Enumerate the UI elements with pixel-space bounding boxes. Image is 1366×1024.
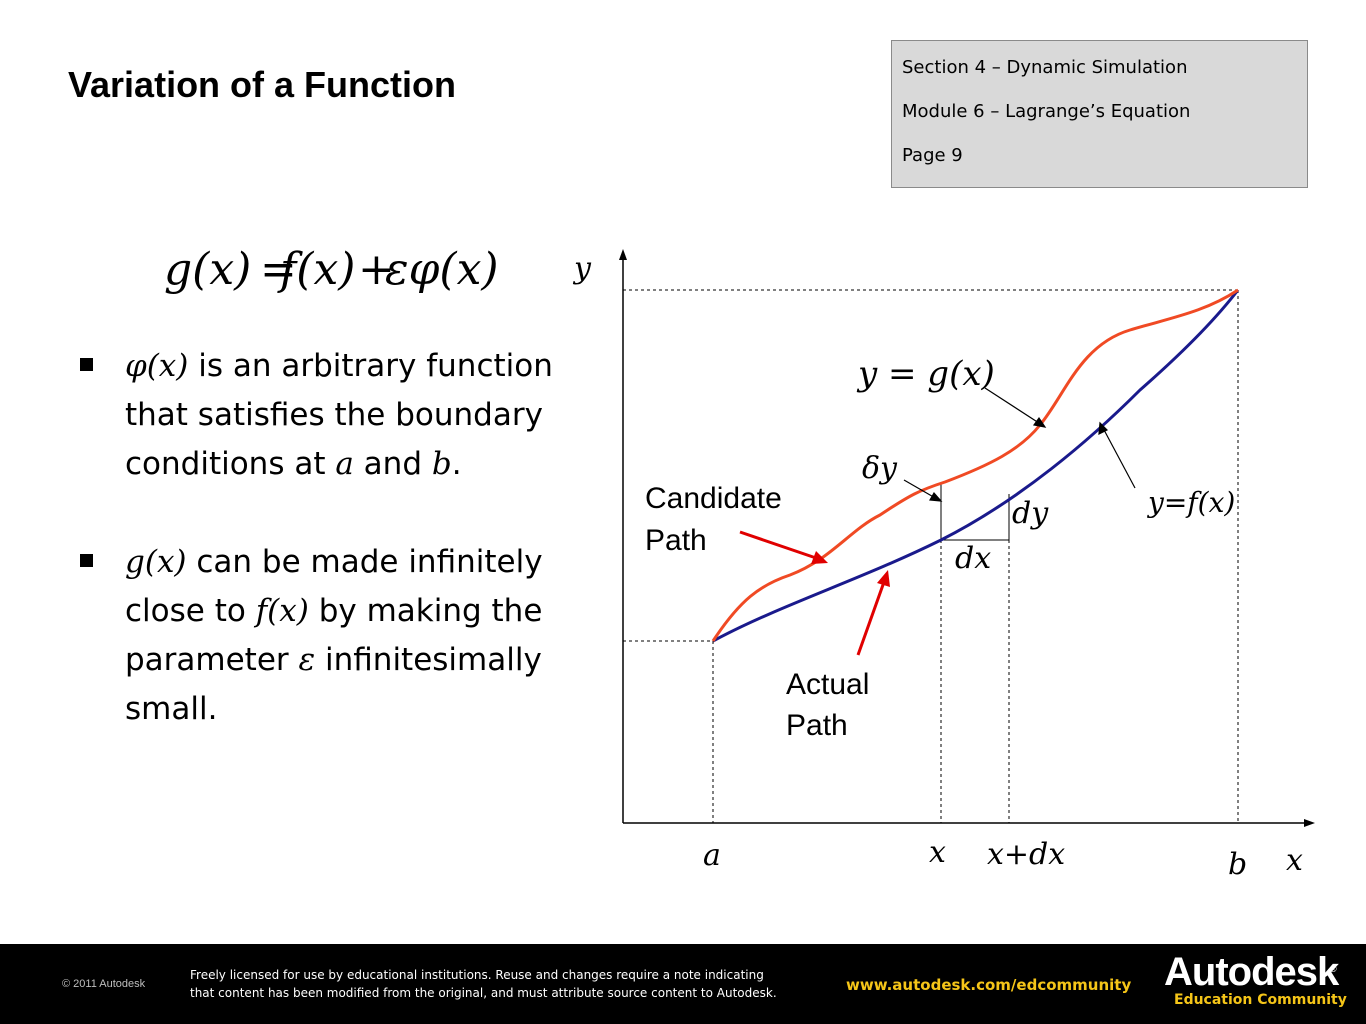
bullet-math: f(x) bbox=[255, 593, 309, 629]
equation-lhs: g(x) bbox=[164, 244, 251, 295]
actual-path-label-line2: Path bbox=[786, 709, 848, 742]
dy-label: dy bbox=[1012, 496, 1049, 531]
y-axis-arrowhead bbox=[619, 249, 627, 260]
footer-bar: © 2011 Autodesk Freely licensed for use … bbox=[0, 944, 1366, 1024]
fx-pointer-line bbox=[1102, 427, 1136, 489]
y-axis-label: y bbox=[572, 251, 592, 286]
tick-a-label: a bbox=[703, 838, 721, 873]
bullet-item: φ(x) is an arbitrary function that satis… bbox=[76, 342, 576, 489]
candidate-path-label-line1: Candidate bbox=[645, 482, 782, 515]
delta-y-pointer-line bbox=[903, 479, 938, 500]
module-label: Module 6 – Lagrange’s Equation bbox=[902, 101, 1191, 122]
delta-y-label: δy bbox=[862, 451, 898, 486]
equation-plus: + bbox=[358, 244, 395, 295]
variation-diagram: g(x) = f(x) + εφ(x) bbox=[164, 244, 1315, 882]
fx-curve-label: y=f(x) bbox=[1146, 486, 1235, 519]
candidate-path-label-line2: Path bbox=[645, 524, 707, 557]
section-label: Section 4 – Dynamic Simulation bbox=[902, 57, 1188, 78]
registered-mark: ® bbox=[1330, 964, 1337, 974]
bullet-square-icon bbox=[80, 554, 93, 567]
tick-x-label: x bbox=[929, 835, 946, 870]
bullet-text: . bbox=[451, 446, 462, 482]
equation-equals: = bbox=[260, 244, 297, 295]
gx-pointer-line bbox=[984, 387, 1043, 426]
bullet-item: g(x) can be made infinitely close to f(x… bbox=[76, 538, 576, 734]
bullet-text: and bbox=[353, 446, 432, 482]
bullet-math: φ(x) bbox=[125, 348, 189, 384]
autodesk-logo: Autodesk bbox=[1164, 950, 1339, 994]
bullet-math: b bbox=[431, 446, 452, 482]
candidate-arrow-head bbox=[811, 551, 828, 564]
candidate-path-curve bbox=[711, 288, 1239, 642]
equation-rhs-phi: εφ(x) bbox=[385, 244, 499, 295]
actual-arrow-line bbox=[856, 581, 886, 656]
candidate-arrow-line bbox=[739, 530, 817, 560]
x-axis-arrowhead bbox=[1304, 819, 1315, 827]
actual-path-label-line1: Actual bbox=[786, 668, 869, 701]
bullet-text: by making the parameter bbox=[125, 593, 543, 678]
bullet-text: can be made infinitely close to bbox=[125, 544, 543, 629]
equation-rhs-f: f(x) bbox=[277, 244, 355, 295]
tick-b-label: b bbox=[1228, 847, 1247, 882]
delta-y-pointer-head bbox=[929, 491, 943, 502]
fx-pointer-head bbox=[1098, 421, 1109, 436]
actual-arrow-head bbox=[877, 570, 890, 587]
page-label: Page 9 bbox=[902, 145, 963, 166]
bullet-math: g(x) bbox=[125, 544, 187, 580]
bullet-math: a bbox=[335, 446, 354, 482]
license-line: that content has been modified from the … bbox=[190, 986, 777, 1000]
section-info-box: Section 4 – Dynamic Simulation Module 6 … bbox=[891, 40, 1308, 188]
gx-curve-label: y = g(x) bbox=[856, 354, 995, 394]
bullet-text: infinitesimally small. bbox=[125, 642, 542, 727]
bullet-list: φ(x) is an arbitrary function that satis… bbox=[76, 342, 576, 734]
license-text: Freely licensed for use by educational i… bbox=[190, 966, 840, 1002]
gx-pointer-head bbox=[1032, 416, 1047, 428]
actual-path-curve bbox=[712, 289, 1240, 643]
page-title: Variation of a Function bbox=[68, 64, 457, 105]
education-community-label: Education Community bbox=[1174, 992, 1347, 1008]
edcommunity-link[interactable]: www.autodesk.com/edcommunity bbox=[846, 976, 1132, 994]
main-equation: g(x) = f(x) + εφ(x) bbox=[164, 244, 499, 295]
dx-label: dx bbox=[955, 541, 991, 576]
tick-xdx-label: x+dx bbox=[987, 837, 1065, 872]
license-line: Freely licensed for use by educational i… bbox=[190, 968, 764, 982]
bullet-square-icon bbox=[80, 358, 93, 371]
copyright-text: © 2011 Autodesk bbox=[62, 978, 146, 990]
bullet-text: is an arbitrary function that satisfies … bbox=[125, 348, 553, 482]
bullet-math: ε bbox=[298, 642, 316, 678]
x-axis-label: x bbox=[1286, 843, 1303, 878]
